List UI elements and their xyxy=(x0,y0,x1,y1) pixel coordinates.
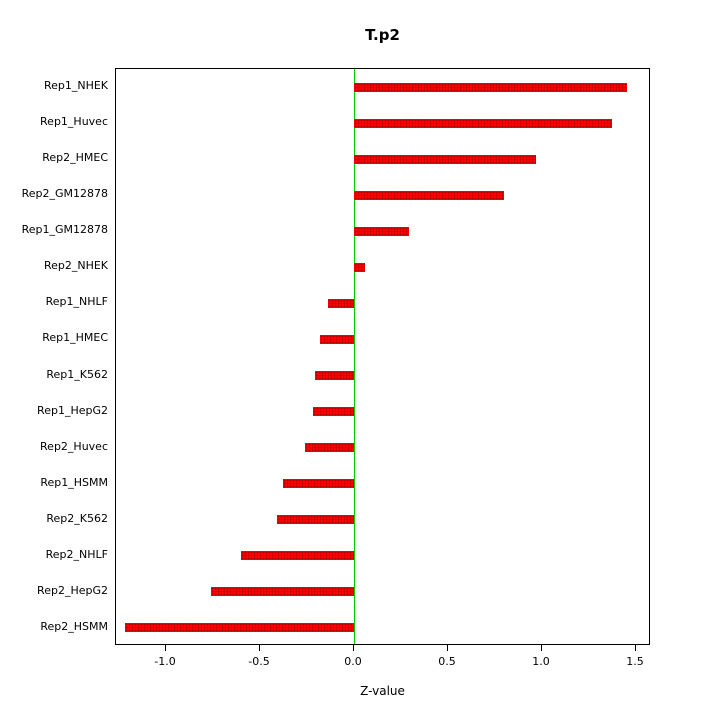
bar-Rep2_GM12878 xyxy=(354,191,504,200)
bar-Rep1_K562 xyxy=(315,371,354,380)
x-axis-tick-mark xyxy=(165,645,166,651)
bar-Rep2_NHEK xyxy=(354,263,365,272)
bar-Rep1_HepG2 xyxy=(313,407,354,416)
x-axis-label: Z-value xyxy=(360,684,405,698)
y-axis-tick-label: Rep2_HSMM xyxy=(40,620,108,633)
x-axis-tick-label: 1.5 xyxy=(626,655,644,668)
y-axis-tick-label: Rep1_GM12878 xyxy=(21,223,108,236)
y-axis-tick-label: Rep1_Huvec xyxy=(40,115,108,128)
bar-Rep2_HMEC xyxy=(354,155,536,164)
y-axis-tick-label: Rep2_NHLF xyxy=(45,548,108,561)
x-axis-tick-mark xyxy=(447,645,448,651)
y-axis-tick-label: Rep1_K562 xyxy=(46,368,108,381)
y-axis-tick-label: Rep1_HSMM xyxy=(40,476,108,489)
bar-Rep2_Huvec xyxy=(305,443,354,452)
bar-Rep2_K562 xyxy=(277,515,354,524)
bar-Rep1_HSMM xyxy=(283,479,354,488)
y-axis-tick-label: Rep2_Huvec xyxy=(40,440,108,453)
y-axis-tick-label: Rep2_GM12878 xyxy=(21,187,108,200)
y-axis-tick-label: Rep1_HMEC xyxy=(42,331,108,344)
y-axis-tick-label: Rep1_HepG2 xyxy=(37,404,108,417)
x-axis-tick-label: -1.0 xyxy=(154,655,176,668)
bar-Rep2_HSMM xyxy=(125,623,354,632)
x-axis-tick-label: 0.0 xyxy=(344,655,362,668)
x-axis-tick-mark xyxy=(259,645,260,651)
y-axis-tick-label: Rep2_HepG2 xyxy=(37,584,108,597)
plot-area xyxy=(115,68,650,645)
bar-Rep1_NHLF xyxy=(328,299,354,308)
x-axis-tick-mark xyxy=(635,645,636,651)
x-axis-tick-label: 1.0 xyxy=(532,655,550,668)
y-axis-tick-label: Rep2_NHEK xyxy=(43,259,108,272)
x-axis-tick-label: 0.5 xyxy=(438,655,456,668)
bar-Rep1_Huvec xyxy=(354,119,612,128)
bar-Rep2_HepG2 xyxy=(211,587,354,596)
chart-title: T.p2 xyxy=(365,26,400,44)
x-axis-tick-mark xyxy=(541,645,542,651)
bar-Rep2_NHLF xyxy=(241,551,354,560)
y-axis-tick-label: Rep2_K562 xyxy=(46,512,108,525)
bar-Rep1_GM12878 xyxy=(354,227,409,236)
x-axis-tick-mark xyxy=(353,645,354,651)
bar-Rep1_HMEC xyxy=(320,335,354,344)
y-axis-tick-label: Rep1_NHEK xyxy=(43,79,108,92)
bar-Rep1_NHEK xyxy=(354,83,627,92)
zero-line xyxy=(354,69,355,644)
y-axis-tick-label: Rep2_HMEC xyxy=(42,151,108,164)
x-axis-tick-label: -0.5 xyxy=(248,655,270,668)
y-axis-tick-label: Rep1_NHLF xyxy=(45,295,108,308)
